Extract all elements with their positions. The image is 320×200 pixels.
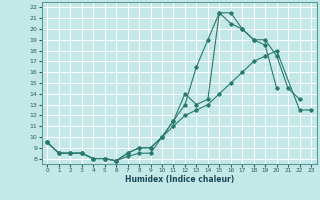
X-axis label: Humidex (Indice chaleur): Humidex (Indice chaleur) bbox=[124, 175, 234, 184]
